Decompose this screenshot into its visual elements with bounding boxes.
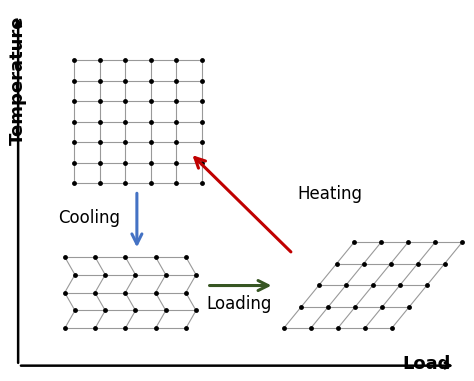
Text: Cooling: Cooling [58,210,120,227]
Text: Load: Load [403,355,451,373]
Text: Temperature: Temperature [9,15,27,145]
Text: Heating: Heating [298,185,363,203]
Text: Loading: Loading [207,295,272,313]
